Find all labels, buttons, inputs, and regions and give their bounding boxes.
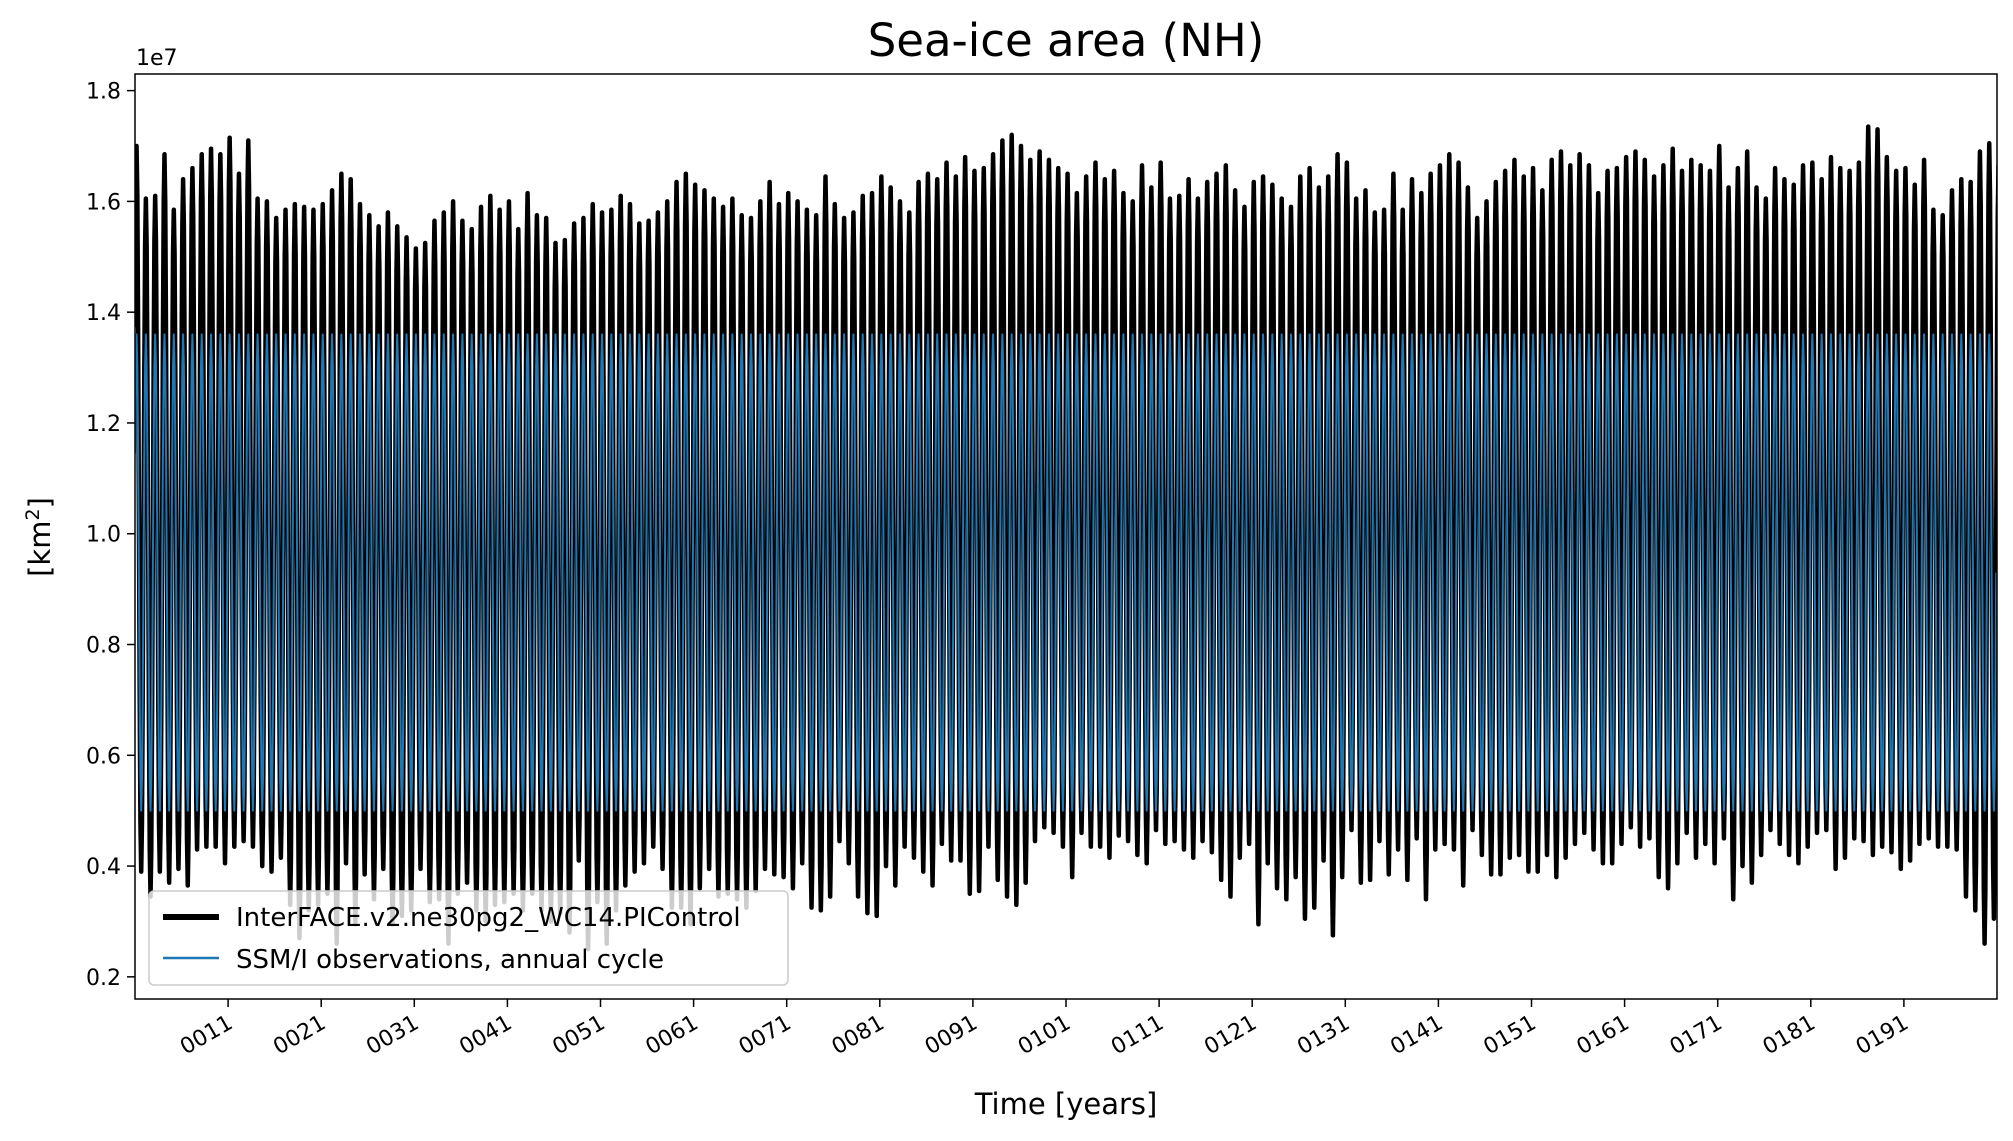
chart-title: Sea-ice area (NH) [868, 14, 1265, 67]
y-tick-label: 1.8 [86, 80, 121, 105]
legend: InterFACE.v2.ne30pg2_WC14.PIControl SSM/… [148, 890, 789, 986]
y-axis-label: [km2] [22, 497, 57, 577]
legend-label-obs: SSM/I observations, annual cycle [236, 945, 664, 975]
y-tick-label: 0.2 [86, 966, 121, 991]
y-tick-label: 0.4 [86, 855, 121, 880]
legend-box [148, 890, 789, 986]
y-tick-label: 0.8 [86, 634, 121, 659]
y-offset-text: 1e7 [136, 46, 178, 71]
series-layer [135, 124, 1997, 952]
y-tick-label: 1.4 [86, 301, 121, 326]
x-axis-label: Time [years] [974, 1087, 1158, 1121]
y-tick-label: 1.6 [86, 190, 121, 215]
legend-label-model: InterFACE.v2.ne30pg2_WC14.PIControl [236, 903, 741, 933]
y-tick-label: 1.0 [86, 523, 121, 548]
y-tick-label: 0.6 [86, 744, 121, 769]
series-line-observations [135, 333, 1997, 812]
y-tick-label: 1.2 [86, 412, 121, 437]
y-axis: 0.2 0.4 0.6 0.8 1.0 1.2 1.4 1.6 1.8 [86, 80, 135, 991]
